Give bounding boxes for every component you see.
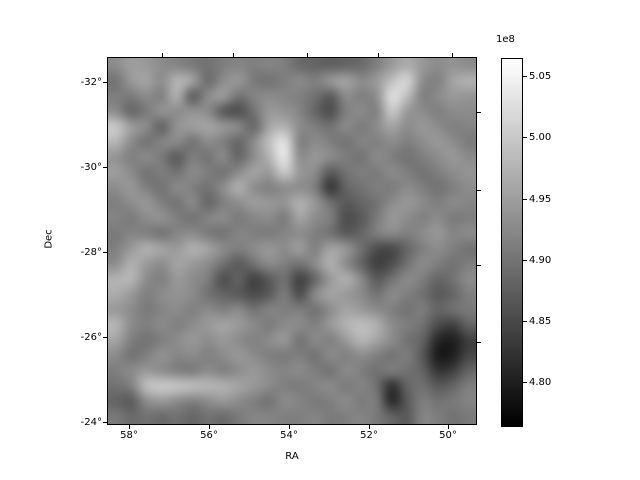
y-tick-label: -24° — [80, 417, 102, 428]
y-tick-mark — [103, 167, 107, 168]
x-tick-mark — [129, 425, 130, 429]
x-tick-mark — [289, 425, 290, 429]
colorbar-tick-label: 4.90 — [529, 255, 552, 266]
colorbar-tick-label: 5.05 — [529, 71, 552, 82]
x-tick-label: 52° — [360, 430, 378, 441]
top-tick-mark — [378, 53, 379, 57]
top-tick-mark — [162, 53, 163, 57]
colorbar-tick-mark — [523, 382, 527, 383]
colorbar — [501, 58, 523, 427]
y-tick-mark — [103, 337, 107, 338]
right-tick-mark — [477, 265, 481, 266]
right-tick-mark — [477, 112, 481, 113]
colorbar-tick-mark — [523, 260, 527, 261]
y-tick-label: -30° — [80, 162, 102, 173]
y-tick-mark — [103, 252, 107, 253]
x-tick-label: 54° — [280, 430, 298, 441]
colorbar-tick-mark — [523, 137, 527, 138]
y-tick-mark — [103, 422, 107, 423]
heatmap-canvas — [108, 58, 476, 424]
axes-area — [107, 57, 477, 425]
y-tick-mark — [103, 82, 107, 83]
y-tick-label: -26° — [80, 332, 102, 343]
x-tick-mark — [369, 425, 370, 429]
colorbar-tick-label: 5.00 — [529, 132, 552, 143]
right-tick-mark — [477, 190, 481, 191]
y-axis-label: Dec — [43, 229, 55, 249]
y-tick-label: -32° — [80, 77, 102, 88]
colorbar-scale-label: 1e8 — [496, 34, 515, 45]
colorbar-tick-label: 4.80 — [529, 377, 552, 388]
x-tick-mark — [209, 425, 210, 429]
right-tick-mark — [477, 342, 481, 343]
colorbar-tick-label: 4.85 — [529, 316, 552, 327]
top-tick-mark — [452, 53, 453, 57]
colorbar-tick-mark — [523, 199, 527, 200]
top-tick-mark — [233, 53, 234, 57]
colorbar-tick-mark — [523, 321, 527, 322]
top-tick-mark — [307, 53, 308, 57]
colorbar-tick-label: 4.95 — [529, 194, 552, 205]
x-tick-label: 50° — [439, 430, 457, 441]
x-tick-label: 56° — [200, 430, 218, 441]
x-tick-label: 58° — [120, 430, 138, 441]
x-tick-mark — [448, 425, 449, 429]
y-tick-label: -28° — [80, 247, 102, 258]
x-axis-label: RA — [285, 451, 299, 462]
colorbar-tick-mark — [523, 76, 527, 77]
